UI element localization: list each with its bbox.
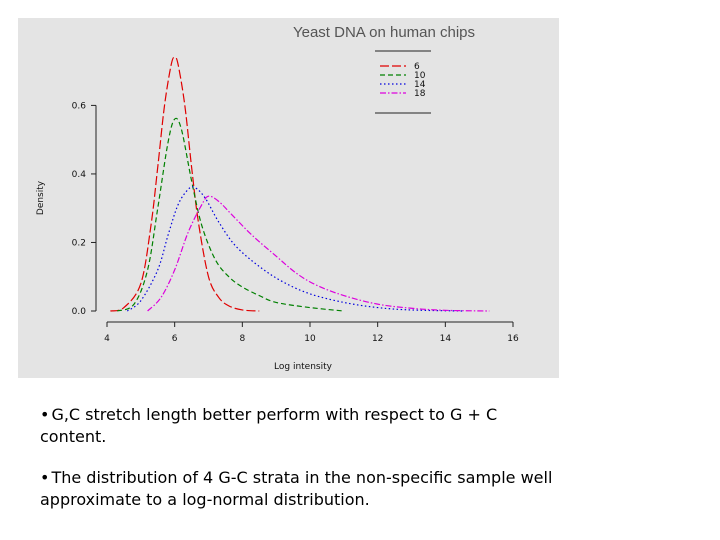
bullet-item: • The distribution of 4 G-C strata in the…: [40, 467, 560, 511]
x-tick-label: 4: [104, 334, 110, 344]
bullet-text: The distribution of 4 G-C strata in the …: [40, 468, 553, 509]
y-axis-label: Density: [36, 180, 46, 215]
bullet-marker: •: [40, 405, 50, 424]
series-line-10: [116, 117, 344, 312]
bullet-list: • G,C stretch length better perform with …: [40, 404, 560, 530]
x-tick-label: 10: [304, 334, 316, 344]
y-tick-label: 0.2: [72, 238, 86, 248]
legend-label: 18: [414, 89, 426, 99]
chart-title: Yeast DNA on human chips: [293, 24, 475, 41]
y-tick-label: 0.4: [72, 170, 87, 180]
series-line-14: [126, 186, 463, 312]
density-chart: Yeast DNA on human chips 4 6 8 10 12 14 16 0.0 0…: [36, 24, 519, 372]
x-tick-label: 14: [440, 334, 452, 344]
bullet-text: G,C stretch length better perform with r…: [40, 405, 498, 446]
bullet-marker: •: [40, 468, 50, 487]
x-tick-label: 6: [172, 334, 178, 344]
x-tick-label: 16: [507, 334, 519, 344]
x-tick-label: 12: [372, 334, 383, 344]
legend-label: 6: [414, 62, 420, 72]
bullet-item: • G,C stretch length better perform with …: [40, 404, 560, 448]
y-tick-label: 0.0: [72, 307, 87, 317]
y-tick-label: 0.6: [72, 101, 87, 111]
legend-label: 14: [414, 80, 426, 90]
series-line-6: [110, 56, 260, 312]
chart-figure: Yeast DNA on human chips 4 6 8 10 12 14 16 0.0 0…: [18, 18, 559, 378]
legend-label: 10: [414, 71, 426, 81]
x-tick-label: 8: [239, 334, 245, 344]
series-line-18: [147, 195, 490, 312]
x-axis-label: Log intensity: [274, 362, 333, 372]
